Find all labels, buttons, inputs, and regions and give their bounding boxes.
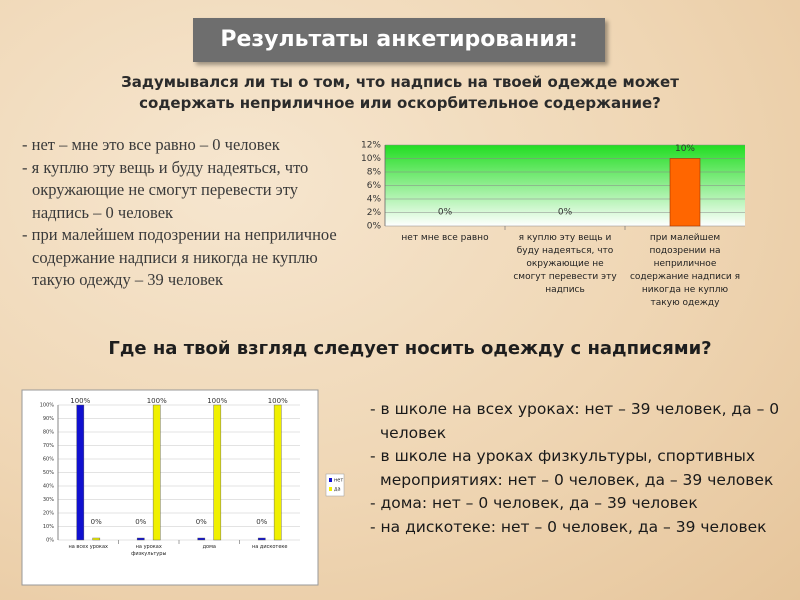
y-tick-label: 20% [43,511,54,517]
y-tick-label: 2% [367,208,382,218]
bar [669,158,701,227]
legend-label: да [334,487,341,493]
x-tick-label: на всех уроках [68,544,108,550]
y-tick-label: 0% [367,222,382,232]
legend-swatch [329,478,332,482]
question: Где на твой взгляд следует носить одежду… [108,338,712,359]
value-label: 100% [268,397,288,405]
y-tick-label: 10% [43,524,54,530]
chart-frame [21,389,319,586]
answer-item: - при малейшем подозрении на неприличное… [22,225,337,289]
y-tick-label: 0% [46,538,54,544]
y-tick-label: 8% [367,168,382,178]
answer-item: - я куплю эту вещь и буду надеяться, что… [22,157,309,222]
value-label: 0% [558,208,573,218]
value-label: 0% [135,518,146,526]
value-label: 0% [196,518,207,526]
value-label: 10% [675,144,695,154]
y-tick-label: 40% [43,484,54,490]
legend-label: нет [334,478,343,484]
x-tick-label: на уроках физкультуры [131,544,167,557]
answer-item: - в школе на уроках физкультуры, спортив… [370,447,774,489]
y-tick-label: 12% [361,141,381,151]
x-tick-label: дома [202,544,216,550]
y-tick-label: 60% [43,457,54,463]
title: Результаты анкетирования: [193,18,605,62]
bar [257,537,266,541]
x-tick-label: на дискотеке [251,544,288,550]
y-tick-label: 70% [43,443,54,449]
value-label: 0% [438,208,453,218]
answer-item: - дома: нет – 0 человек, да – 39 человек [370,494,698,512]
answer-item: - нет – мне это все равно – 0 человек [22,135,280,154]
x-tick-label: нет мне все равно [401,233,489,243]
value-label: 100% [147,397,167,405]
value-label: 100% [70,397,90,405]
y-tick-label: 30% [43,497,54,503]
answer-list: - в школе на всех уроках: нет – 39 челов… [366,398,791,539]
y-tick-label: 90% [43,416,54,422]
x-tick-label: я куплю эту вещь и буду надеяться, что о… [513,233,617,295]
value-label: 0% [91,518,102,526]
bar [213,404,222,541]
bar [197,537,206,541]
legend-swatch [329,487,332,491]
y-tick-label: 10% [361,154,381,164]
bar [92,537,101,541]
value-label: 0% [256,518,267,526]
answer-list: - нет – мне это все равно – 0 человек - я… [18,134,348,292]
y-tick-label: 4% [367,195,382,205]
bar [152,404,161,541]
bar [76,404,85,541]
answer-item: - на дискотеке: нет – 0 человек, да – 39… [370,517,767,536]
y-tick-label: 6% [367,181,382,191]
answer-item: - в школе на всех уроках: нет – 39 челов… [370,400,780,442]
question: Задумывался ли ты о том, что надпись на … [121,73,679,112]
y-tick-label: 50% [43,470,54,476]
value-label: 100% [207,397,227,405]
y-tick-label: 100% [40,403,55,409]
x-tick-label: при малейшем подозрении на неприличное с… [629,233,741,308]
y-tick-label: 80% [43,430,54,436]
bar [273,404,282,541]
bar [136,537,145,541]
